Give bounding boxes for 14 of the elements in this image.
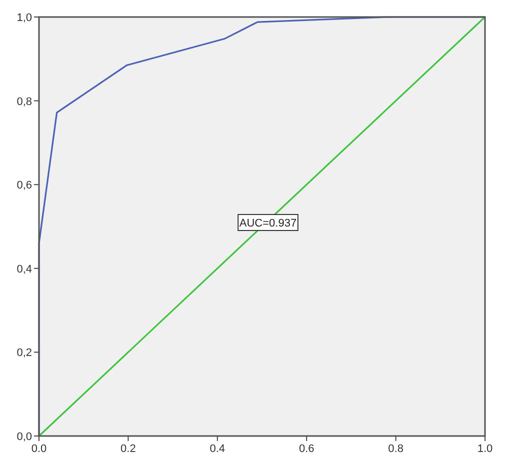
y-tick-label: 0,8 xyxy=(16,96,32,108)
x-tick-label: 0.0 xyxy=(31,443,47,455)
x-tick-label: 0.4 xyxy=(210,443,226,455)
x-tick-label: 0.6 xyxy=(298,443,314,455)
y-tick-label: 0,4 xyxy=(16,263,32,276)
x-tick-label: 1.0 xyxy=(477,443,493,455)
y-tick-label: 1,0 xyxy=(16,12,32,24)
y-tick-label: 0,6 xyxy=(16,180,32,192)
annotation: AUC=0.937 xyxy=(239,218,297,230)
x-tick-label: 0.2 xyxy=(120,443,136,455)
y-tick-label: 0,0 xyxy=(16,431,32,443)
line-series xyxy=(38,16,486,437)
x-tick-label: 0.8 xyxy=(388,443,404,455)
y-tick-label: 0,2 xyxy=(16,347,32,360)
